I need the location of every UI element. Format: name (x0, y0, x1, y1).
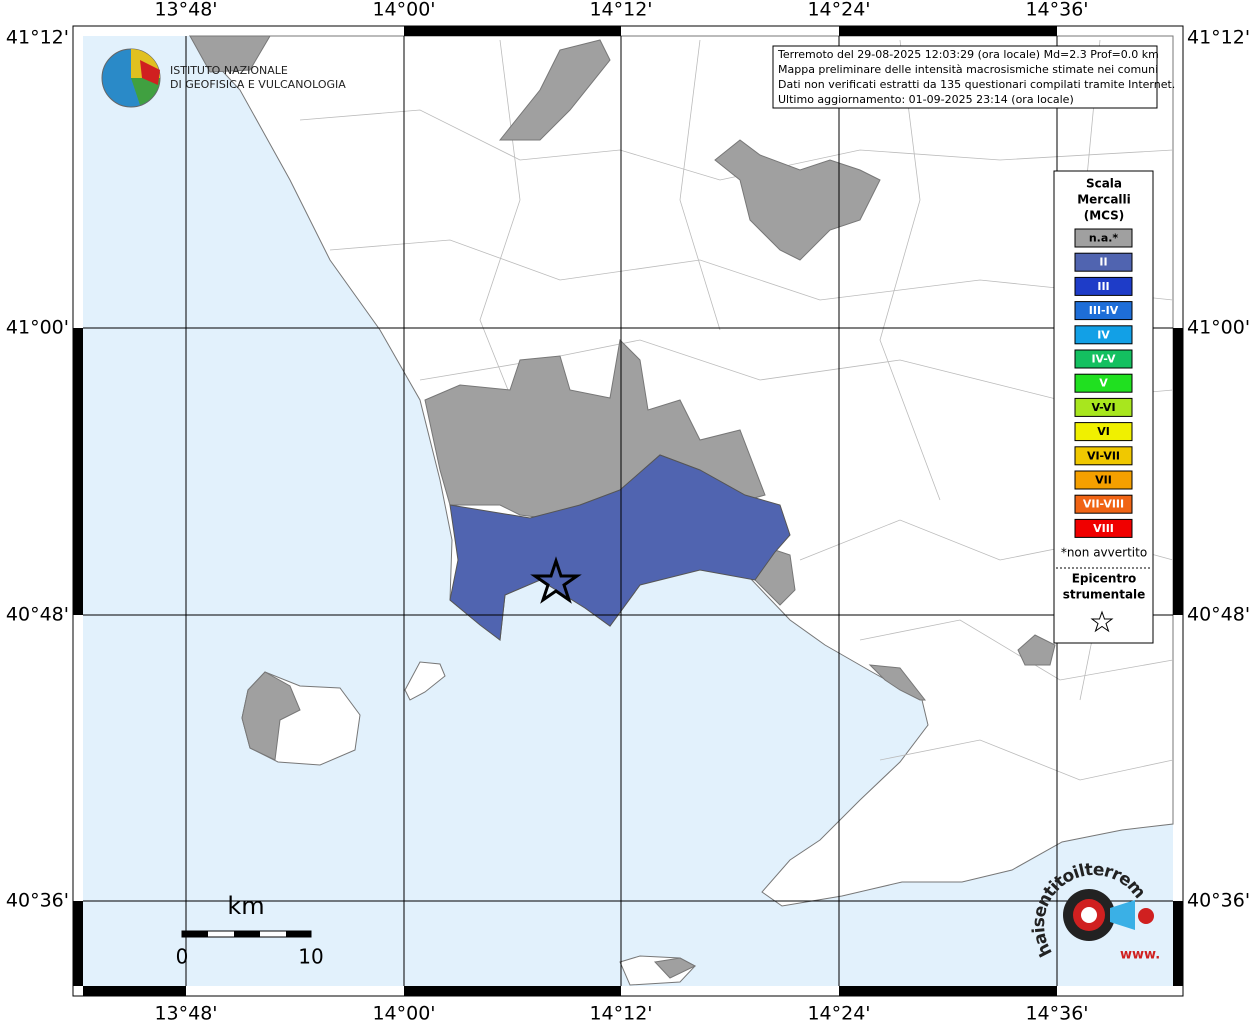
legend-swatch (1074, 325, 1133, 345)
legend-title: Mercalli (1077, 193, 1131, 207)
legend-label: IV (1097, 328, 1110, 341)
legend-swatch (1074, 518, 1133, 538)
longitude-label: 14°12' (589, 0, 652, 21)
legend-label: II (1099, 256, 1107, 269)
legend-title: Scala (1086, 177, 1122, 191)
longitude-label: 13°48' (154, 0, 217, 21)
legend-swatch (1074, 228, 1133, 248)
legend-label: IV-V (1091, 353, 1116, 366)
ingv-logo: ISTITUTO NAZIONALE DI GEOFISICA E VULCAN… (101, 48, 346, 108)
longitude-label: 14°36' (1025, 0, 1088, 21)
info-line: Dati non verificati estratti da 135 ques… (778, 78, 1175, 91)
info-box: Terremoto del 29-08-2025 12:03:29 (ora l… (772, 45, 1175, 109)
latitude-label: 40°36' (1187, 890, 1250, 912)
scale-bar: km 0 10 (176, 892, 324, 969)
legend-label: V (1099, 377, 1108, 390)
scale-label: 0 (176, 945, 189, 969)
legend-swatch (1074, 373, 1133, 393)
legend-label: III-IV (1089, 304, 1119, 317)
legend-swatch (1074, 252, 1133, 272)
legend-label: VII-VIII (1083, 498, 1124, 511)
legend-label: V-VI (1091, 401, 1115, 414)
legend: ScalaMercalli(MCS)n.a.*IIIIIIII-IVIVIV-V… (1053, 170, 1154, 644)
latitude-label: 41°00' (1187, 317, 1250, 339)
legend-epicenter: Epicentro (1072, 572, 1137, 586)
latitude-label: 41°12' (6, 27, 69, 49)
legend-note: *non avvertito (1061, 546, 1147, 560)
legend-label: VIII (1093, 522, 1114, 535)
latitude-label: 40°48' (1187, 604, 1250, 626)
legend-label: VI (1097, 425, 1110, 438)
longitude-label: 13°48' (154, 1003, 217, 1024)
legend-swatch (1074, 470, 1133, 490)
longitude-label: 14°36' (1025, 1003, 1088, 1024)
legend-swatch (1074, 422, 1133, 442)
legend-swatch (1074, 446, 1133, 466)
legend-label: VII (1095, 474, 1112, 487)
legend-label: III (1097, 280, 1109, 293)
latitude-label: 40°36' (6, 890, 69, 912)
legend-star (1090, 610, 1114, 633)
info-line: Terremoto del 29-08-2025 12:03:29 (ora l… (777, 48, 1159, 61)
info-line: Ultimo aggiornamento: 01-09-2025 23:14 (… (778, 93, 1074, 106)
legend-swatch (1074, 494, 1133, 514)
legend-swatch (1074, 276, 1133, 296)
epicenter-star (530, 556, 582, 604)
latitude-label: 41°12' (1187, 27, 1250, 49)
legend-swatch (1074, 301, 1133, 321)
legend-label: n.a.* (1089, 232, 1119, 245)
legend-swatch (1074, 397, 1133, 417)
legend-title: (MCS) (1084, 209, 1125, 223)
longitude-label: 14°12' (589, 1003, 652, 1024)
scale-unit: km (227, 892, 264, 920)
longitude-label: 14°24' (807, 0, 870, 21)
longitude-label: 14°24' (807, 1003, 870, 1024)
intensity-ii-area (449, 454, 791, 641)
scale-label: 10 (298, 945, 323, 969)
logo-text: DI GEOFISICA E VULCANOLOGIA (170, 78, 346, 91)
legend-label: VI-VII (1087, 449, 1120, 462)
procida (404, 661, 446, 701)
legend-epicenter: strumentale (1063, 588, 1146, 602)
latitude-label: 41°00' (6, 317, 69, 339)
info-line: Mappa preliminare delle intensità macros… (778, 63, 1158, 76)
longitude-label: 14°00' (372, 1003, 435, 1024)
latitude-label: 40°48' (6, 604, 69, 626)
longitude-label: 14°00' (372, 0, 435, 21)
logo-text: ISTITUTO NAZIONALE (170, 64, 288, 77)
hsit-www: www. (1120, 948, 1160, 963)
legend-swatch (1074, 349, 1133, 369)
frame-ticks (73, 26, 1183, 996)
